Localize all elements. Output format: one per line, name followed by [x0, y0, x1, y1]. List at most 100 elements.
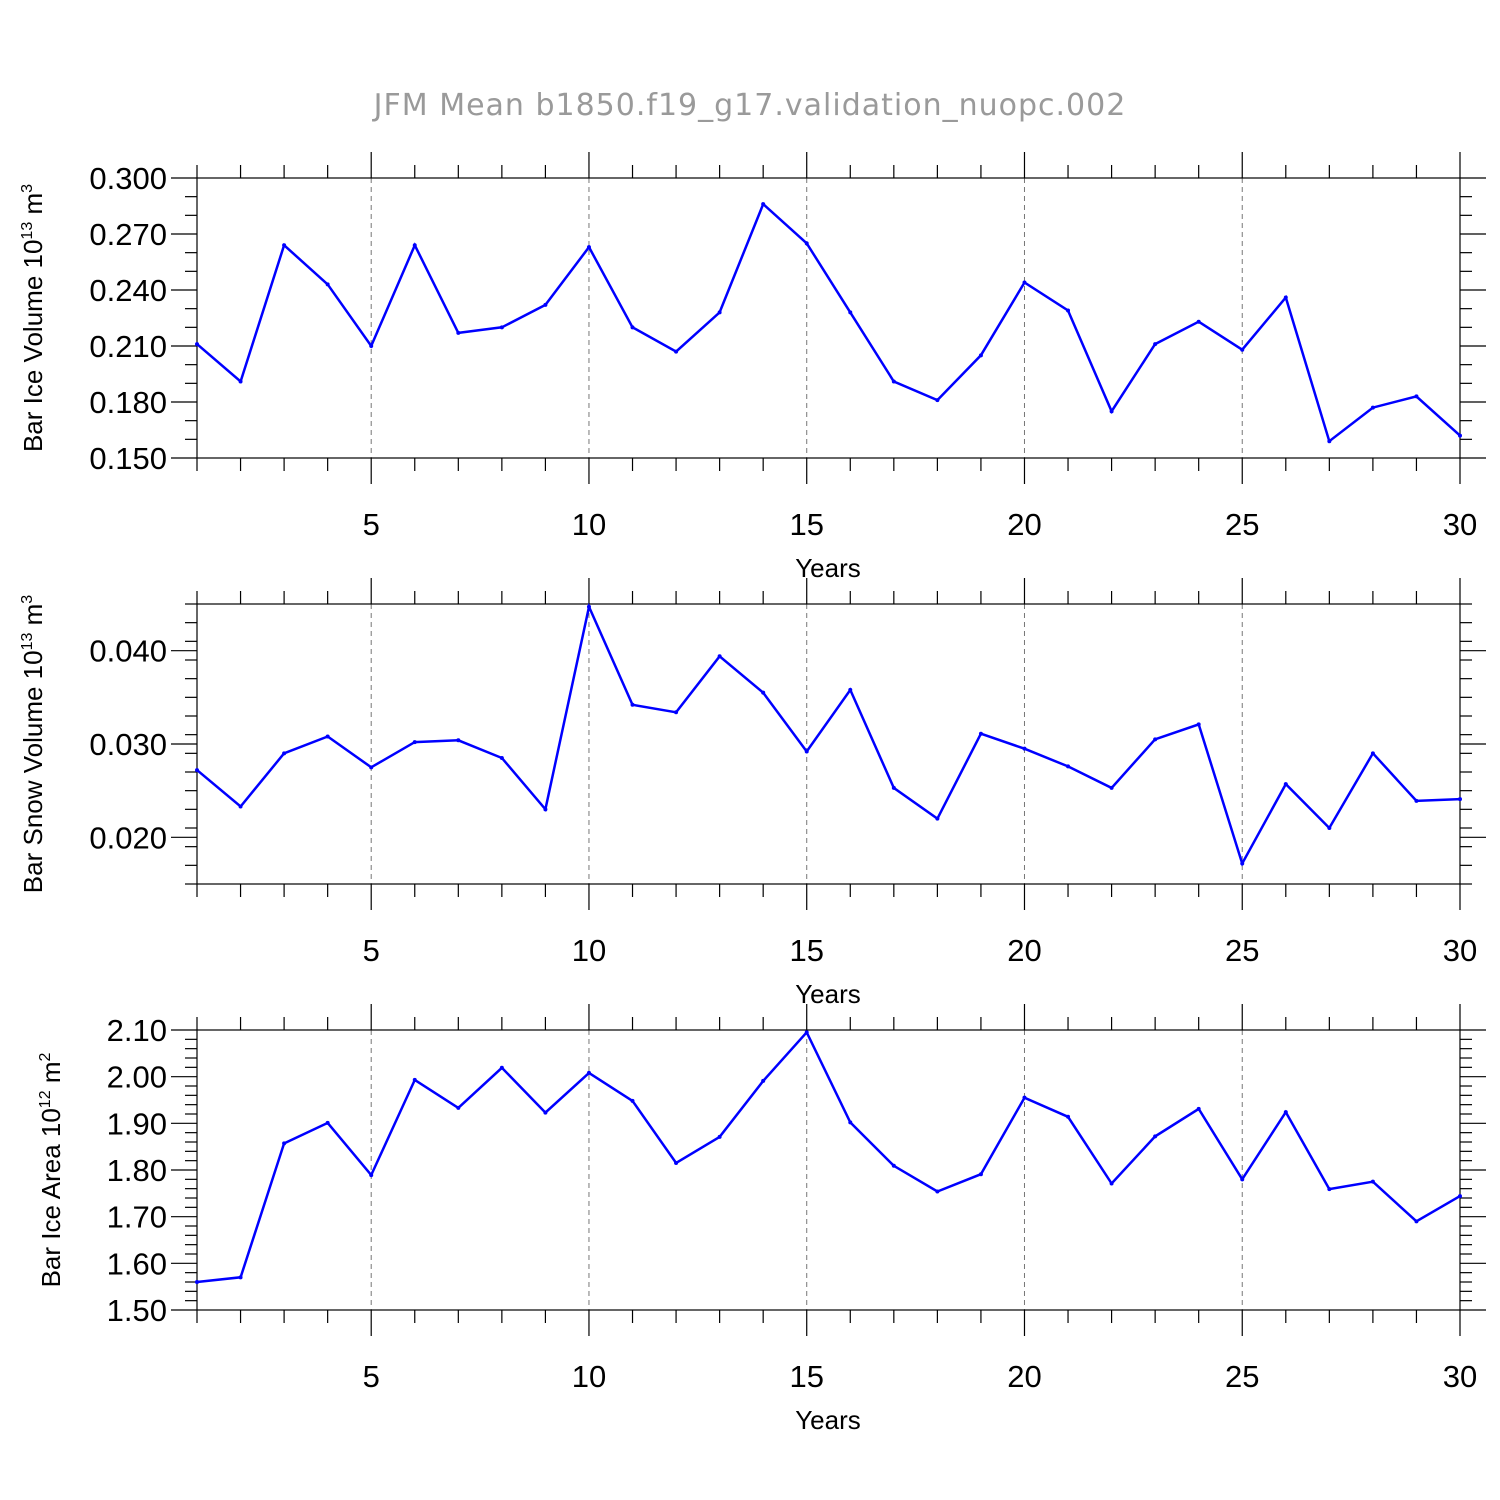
data-point	[282, 243, 287, 248]
data-point	[586, 245, 591, 250]
data-point	[1370, 1179, 1375, 1184]
data-point	[978, 353, 983, 358]
data-point	[1414, 1219, 1419, 1224]
y-axis-label: Bar Snow Volume 1013 m3	[18, 595, 48, 894]
data-point	[1196, 319, 1201, 324]
data-point	[804, 1030, 809, 1035]
data-point	[1109, 409, 1114, 414]
x-tick-label: 30	[1443, 933, 1477, 968]
data-point	[1327, 826, 1332, 830]
data-point	[586, 1070, 591, 1075]
data-point	[848, 687, 853, 692]
data-point	[238, 1275, 243, 1280]
data-point	[717, 310, 722, 315]
data-point	[1066, 764, 1071, 769]
data-point	[978, 1172, 983, 1177]
x-tick-label: 10	[572, 933, 606, 968]
x-tick-label: 25	[1225, 507, 1259, 542]
data-point	[543, 302, 548, 307]
data-point	[935, 398, 940, 403]
x-tick-label: 15	[789, 933, 823, 968]
x-tick-label: 5	[363, 1359, 380, 1394]
y-tick-label: 0.270	[89, 217, 167, 252]
data-point	[891, 379, 896, 384]
data-point	[1022, 1095, 1027, 1100]
series-line	[196, 1030, 1461, 1284]
data-point	[1370, 751, 1375, 756]
x-tick-label: 25	[1225, 1359, 1259, 1394]
y-tick-label: 1.60	[107, 1246, 167, 1281]
x-tick-label: 20	[1007, 507, 1041, 542]
data-point	[1066, 308, 1071, 313]
data-point	[238, 804, 243, 809]
series-line	[196, 602, 1461, 867]
data-point	[1196, 722, 1201, 727]
x-tick-label: 15	[789, 1359, 823, 1394]
data-point	[1153, 342, 1158, 347]
data-point	[282, 1141, 287, 1146]
plot-frame	[196, 1029, 1461, 1311]
data-point	[1414, 798, 1419, 803]
data-point	[238, 379, 243, 384]
data-point	[1153, 737, 1158, 742]
data-point	[1022, 280, 1027, 285]
data-point	[369, 344, 374, 348]
y-tick-label: 0.240	[89, 273, 167, 308]
y-tick-label: 1.90	[107, 1106, 167, 1141]
data-point	[195, 1280, 199, 1284]
x-tick-label: 15	[789, 507, 823, 542]
x-tick-label: 30	[1443, 507, 1477, 542]
x-tick-label: 20	[1007, 933, 1041, 968]
data-point	[674, 1161, 679, 1165]
data-point	[804, 241, 809, 246]
data-point	[456, 330, 461, 335]
data-point	[1458, 797, 1462, 802]
y-tick-label: 0.040	[89, 634, 167, 669]
data-point	[1327, 1187, 1332, 1192]
data-point	[848, 1120, 853, 1125]
data-point	[412, 1077, 417, 1082]
data-point	[1414, 394, 1419, 399]
y-tick-label: 0.150	[89, 441, 167, 476]
data-point	[543, 807, 548, 812]
data-point	[761, 1078, 766, 1083]
data-point	[412, 740, 417, 745]
data-point	[978, 731, 983, 736]
data-point	[499, 325, 504, 330]
data-point	[1283, 1110, 1288, 1115]
data-point	[1458, 1194, 1462, 1199]
data-point	[1458, 433, 1462, 438]
data-point	[935, 816, 940, 821]
y-tick-label: 0.210	[89, 329, 167, 364]
data-point	[1109, 1181, 1114, 1186]
x-tick-label: 30	[1443, 1359, 1477, 1394]
data-point	[412, 243, 417, 248]
data-point	[891, 1163, 896, 1168]
plot-frame	[196, 177, 1461, 459]
data-point	[1240, 861, 1245, 866]
data-point	[1022, 746, 1027, 751]
data-point	[848, 310, 853, 315]
x-axis-label: Years	[795, 979, 861, 1009]
y-tick-label: 0.300	[89, 161, 167, 196]
data-point	[456, 738, 461, 743]
y-tick-label: 0.180	[89, 385, 167, 420]
x-tick-label: 10	[572, 507, 606, 542]
data-point	[674, 349, 679, 354]
data-point	[761, 690, 766, 695]
panel-3: 1.50 1.60 1.70 1.80 1.90 2.00 2.10 5 10 15 20 25 30 Y…	[36, 1004, 1486, 1435]
data-point	[1327, 439, 1332, 444]
data-point	[282, 751, 287, 756]
data-point	[325, 1120, 330, 1125]
data-point	[1153, 1134, 1158, 1139]
panel-2: 0.020 0.030 0.040 5 10 15 20 25 30 Years Bar Snow …	[18, 578, 1486, 1009]
x-tick-label: 25	[1225, 933, 1259, 968]
y-tick-label: 1.70	[107, 1200, 167, 1235]
data-point	[1240, 1177, 1245, 1182]
data-point	[1240, 347, 1245, 352]
x-axis-label: Years	[795, 553, 861, 583]
data-point	[891, 785, 896, 790]
data-point	[456, 1105, 461, 1110]
data-point	[717, 654, 722, 659]
